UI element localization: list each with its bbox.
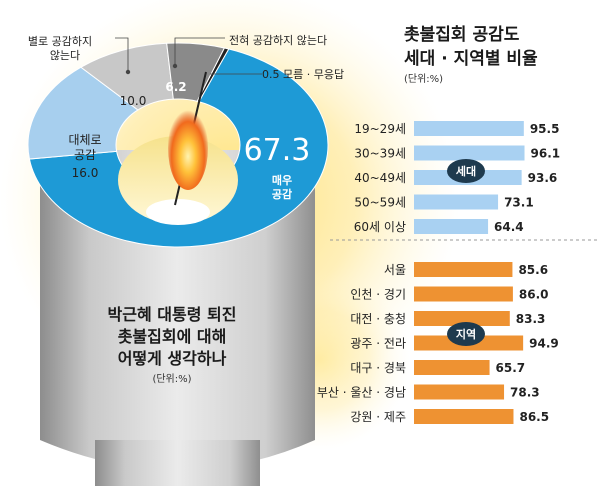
bar-0-1 — [414, 145, 525, 161]
group-badge — [447, 322, 485, 346]
bar-value-label: 64.4 — [494, 220, 524, 234]
bar-value-label: 86.5 — [519, 410, 549, 424]
notmuch-callout-dot — [125, 69, 131, 75]
notmuch-callout-1: 별로 공감하지 — [28, 34, 92, 48]
never-callout: 전혀 공감하지 않는다 — [229, 33, 327, 47]
bar-1-6 — [414, 409, 514, 424]
right-title-line-1: 촛불집회 공감도 — [404, 25, 520, 45]
never-callout-line — [174, 37, 225, 66]
bar-1-1 — [414, 286, 513, 302]
bar-value-label: 93.6 — [528, 171, 558, 185]
bar-category-label: 서울 — [384, 263, 406, 277]
bar-value-label: 86.0 — [519, 288, 549, 302]
bar-value-label: 94.9 — [529, 337, 559, 351]
bar-0-4 — [414, 219, 489, 234]
group-badge-label: 세대 — [456, 164, 476, 178]
never-value: 6.2 — [165, 80, 186, 94]
donut-chart — [27, 42, 329, 248]
left-unit: (단위:%) — [152, 372, 191, 385]
left-title-line-3: 어떻게 생각하나 — [118, 349, 227, 368]
flame — [168, 106, 208, 190]
left-title-line-1: 박근혜 대통령 퇴진 — [108, 305, 237, 324]
bar-value-label: 65.7 — [496, 361, 526, 375]
bar-value-label: 73.1 — [504, 196, 534, 210]
group-badge-label: 지역 — [456, 327, 476, 341]
bar-value-label: 96.1 — [531, 147, 561, 161]
hole-bottom — [146, 199, 210, 225]
notmuch-value: 10.0 — [120, 94, 147, 108]
bar-category-label: 19~29세 — [354, 122, 406, 136]
notmuch-callout-line — [115, 37, 129, 72]
group-badge — [447, 159, 485, 183]
bar-category-label: 대전 · 충청 — [350, 312, 406, 326]
bar-category-label: 광주 · 전라 — [350, 337, 406, 351]
bar-1-4 — [414, 360, 490, 375]
bar-value-label: 85.6 — [518, 263, 548, 277]
very-label-2: 공감 — [272, 187, 292, 201]
notmuch-callout-2: 않는다 — [50, 49, 80, 62]
never-callout-dot — [172, 63, 178, 69]
bar-value-label: 78.3 — [510, 386, 540, 400]
candle-stem — [95, 440, 260, 486]
bar-category-label: 인천 · 경기 — [350, 287, 406, 302]
bar-1-0 — [414, 262, 513, 277]
bar-category-label: 40~49세 — [354, 171, 406, 185]
mostly-label-2: 공감 — [74, 148, 96, 162]
bar-0-3 — [414, 194, 499, 210]
right-unit: (단위:%) — [404, 72, 443, 85]
dontknow-callout: 0.5 모름 · 무응답 — [262, 68, 344, 81]
bar-value-label: 83.3 — [516, 312, 546, 326]
donut-slice-mostly — [27, 66, 139, 160]
mostly-label-1: 대체로 — [68, 133, 101, 147]
very-label-1: 매우 — [272, 173, 292, 187]
mostly-value: 16.0 — [72, 166, 99, 180]
bar-0-0 — [414, 121, 524, 136]
bar-category-label: 30~39세 — [354, 147, 406, 161]
very-value: 67.3 — [244, 133, 311, 168]
bar-category-label: 강원 · 제주 — [350, 410, 406, 424]
bar-category-label: 60세 이상 — [354, 220, 406, 234]
bar-category-label: 50~59세 — [354, 196, 406, 210]
left-title-line-2: 촛불집회에 대해 — [118, 327, 227, 346]
bar-value-label: 95.5 — [530, 122, 560, 136]
bar-1-2 — [414, 311, 510, 326]
right-title-line-2: 세대 · 지역별 비율 — [404, 49, 538, 69]
bar-chart: 19~29세 95.5 30~39세 96.1 40~49세 93.6 50~59세 73.1… — [317, 121, 560, 424]
bar-category-label: 부산 · 울산 · 경남 — [317, 386, 406, 400]
bar-1-5 — [414, 384, 505, 400]
bar-category-label: 대구 · 경북 — [350, 361, 406, 375]
donut-slice-never — [166, 42, 226, 102]
